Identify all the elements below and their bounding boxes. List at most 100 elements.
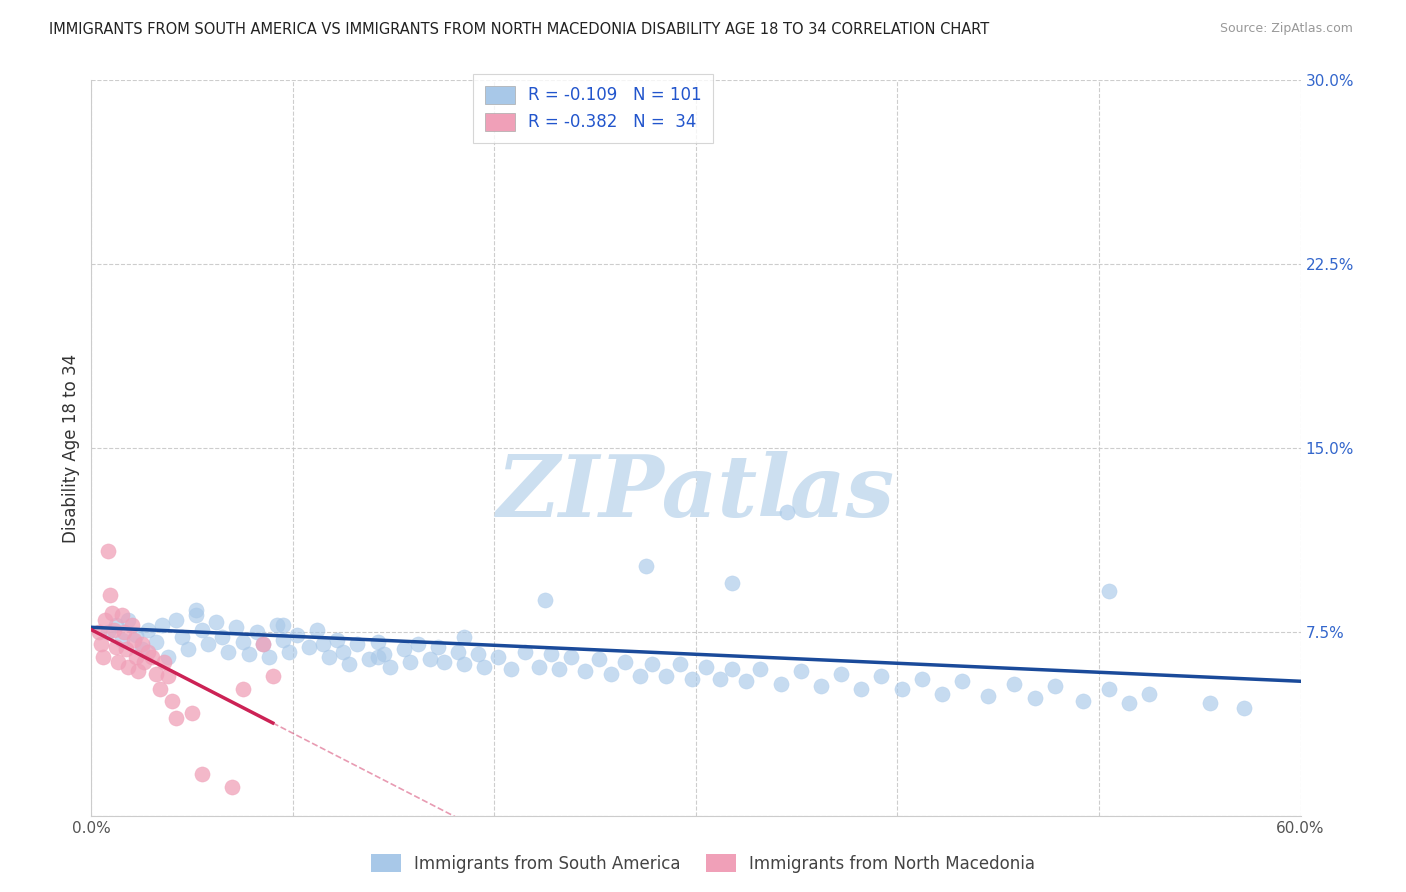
Point	[98, 589, 121, 603]
Point	[775, 505, 797, 519]
Point	[225, 620, 247, 634]
Point	[257, 649, 280, 664]
Point	[392, 642, 415, 657]
Text: IMMIGRANTS FROM SOUTH AMERICA VS IMMIGRANTS FROM NORTH MACEDONIA DISABILITY AGE : IMMIGRANTS FROM SOUTH AMERICA VS IMMIGRA…	[49, 22, 990, 37]
Point	[1002, 676, 1025, 690]
Point	[94, 613, 117, 627]
Point	[950, 674, 973, 689]
Point	[560, 649, 582, 664]
Point	[131, 637, 153, 651]
Point	[488, 649, 510, 664]
Point	[472, 659, 495, 673]
Point	[1071, 694, 1094, 708]
Point	[191, 623, 214, 637]
Point	[111, 632, 132, 647]
Point	[114, 642, 136, 657]
Point	[156, 669, 179, 683]
Legend: R = -0.109   N = 101, R = -0.382   N =  34: R = -0.109 N = 101, R = -0.382 N = 34	[472, 74, 713, 143]
Point	[433, 655, 456, 669]
Point	[453, 657, 475, 671]
Point	[127, 665, 149, 679]
Point	[790, 665, 813, 679]
Point	[735, 674, 758, 689]
Point	[527, 659, 550, 673]
Point	[749, 662, 772, 676]
Point	[1198, 696, 1220, 710]
Point	[107, 655, 129, 669]
Point	[318, 649, 340, 664]
Legend: Immigrants from South America, Immigrants from North Macedonia: Immigrants from South America, Immigrant…	[364, 847, 1042, 880]
Point	[121, 617, 143, 632]
Point	[231, 635, 253, 649]
Point	[398, 655, 420, 669]
Point	[337, 657, 360, 671]
Point	[600, 667, 623, 681]
Point	[160, 694, 183, 708]
Point	[499, 662, 522, 676]
Point	[145, 667, 167, 681]
Point	[156, 649, 179, 664]
Point	[96, 625, 118, 640]
Point	[271, 632, 294, 647]
Point	[271, 617, 294, 632]
Point	[103, 623, 125, 637]
Point	[165, 613, 187, 627]
Point	[100, 606, 122, 620]
Point	[1139, 687, 1161, 701]
Point	[419, 652, 441, 666]
Point	[197, 637, 219, 651]
Point	[588, 652, 610, 666]
Point	[654, 669, 676, 683]
Point	[427, 640, 450, 654]
Point	[262, 669, 284, 683]
Point	[186, 603, 208, 617]
Point	[614, 655, 637, 669]
Point	[346, 637, 368, 651]
Point	[111, 608, 132, 623]
Point	[1098, 583, 1121, 598]
Point	[165, 711, 187, 725]
Point	[367, 649, 389, 664]
Point	[709, 672, 731, 686]
Point	[1024, 691, 1046, 706]
Point	[574, 665, 596, 679]
Point	[136, 645, 159, 659]
Point	[252, 637, 274, 651]
Point	[307, 623, 329, 637]
Point	[851, 681, 873, 696]
Point	[810, 679, 832, 693]
Point	[1043, 679, 1066, 693]
Point	[231, 681, 253, 696]
Point	[548, 662, 571, 676]
Point	[540, 648, 562, 662]
Point	[326, 632, 349, 647]
Point	[453, 630, 475, 644]
Point	[93, 649, 115, 664]
Point	[931, 687, 953, 701]
Y-axis label: Disability Age 18 to 34: Disability Age 18 to 34	[62, 353, 80, 543]
Point	[149, 681, 172, 696]
Point	[367, 635, 389, 649]
Point	[378, 659, 401, 673]
Point	[141, 649, 163, 664]
Point	[125, 649, 148, 664]
Point	[669, 657, 692, 671]
Point	[132, 655, 155, 669]
Point	[830, 667, 852, 681]
Point	[1118, 696, 1140, 710]
Point	[628, 669, 651, 683]
Point	[721, 662, 744, 676]
Point	[533, 593, 555, 607]
Point	[406, 637, 429, 651]
Point	[117, 613, 139, 627]
Point	[172, 630, 194, 644]
Point	[145, 635, 167, 649]
Point	[221, 780, 243, 794]
Point	[217, 645, 239, 659]
Point	[681, 672, 703, 686]
Point	[153, 655, 176, 669]
Point	[181, 706, 204, 721]
Point	[695, 659, 717, 673]
Point	[640, 657, 662, 671]
Point	[252, 637, 274, 651]
